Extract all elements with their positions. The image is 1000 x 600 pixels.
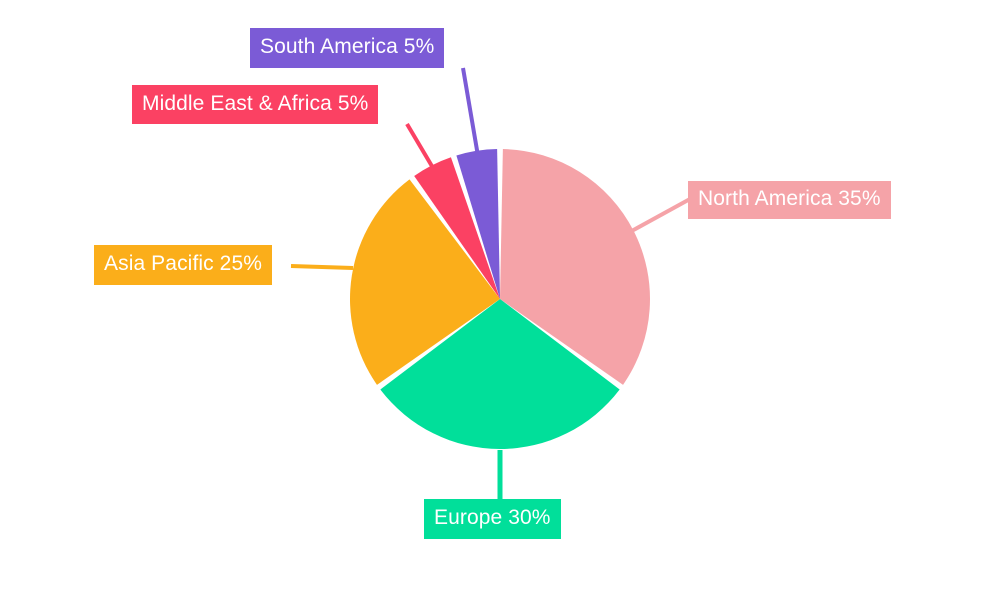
pie-label-europe: Europe 30%: [424, 499, 561, 539]
pie-label-middle-east-africa-text: Middle East & Africa 5%: [142, 91, 369, 115]
leader-line-north-america: [627, 197, 691, 235]
pie-slice-asia-pacific: [350, 179, 500, 385]
leader-line-asia-pacific: [290, 264, 354, 270]
leader-lines: [290, 67, 691, 500]
pie-label-asia-pacific-text: Asia Pacific 25%: [104, 252, 263, 276]
pie-label-north-america: North America 35%: [688, 181, 891, 219]
pie-slice-north-america: [500, 149, 650, 385]
pie-slice-europe: [380, 299, 620, 450]
pie-label-south-america: South America 5%: [250, 28, 445, 68]
pie-label-north-america-text: North America 35%: [698, 187, 881, 211]
pie-label-asia-pacific: Asia Pacific 25%: [94, 245, 273, 285]
pie-label-middle-east-africa: Middle East & Africa 5%: [132, 85, 379, 124]
leader-line-middle-east-africa: [405, 122, 438, 175]
pie-slice-south-america: [456, 149, 500, 299]
pie-label-europe-text: Europe 30%: [434, 506, 551, 530]
pie-slice-middle-east-and-africa: [414, 157, 500, 299]
pie-label-south-america-text: South America 5%: [260, 35, 435, 59]
pie-slices-group: [350, 149, 650, 450]
leader-line-south-america: [461, 67, 480, 157]
